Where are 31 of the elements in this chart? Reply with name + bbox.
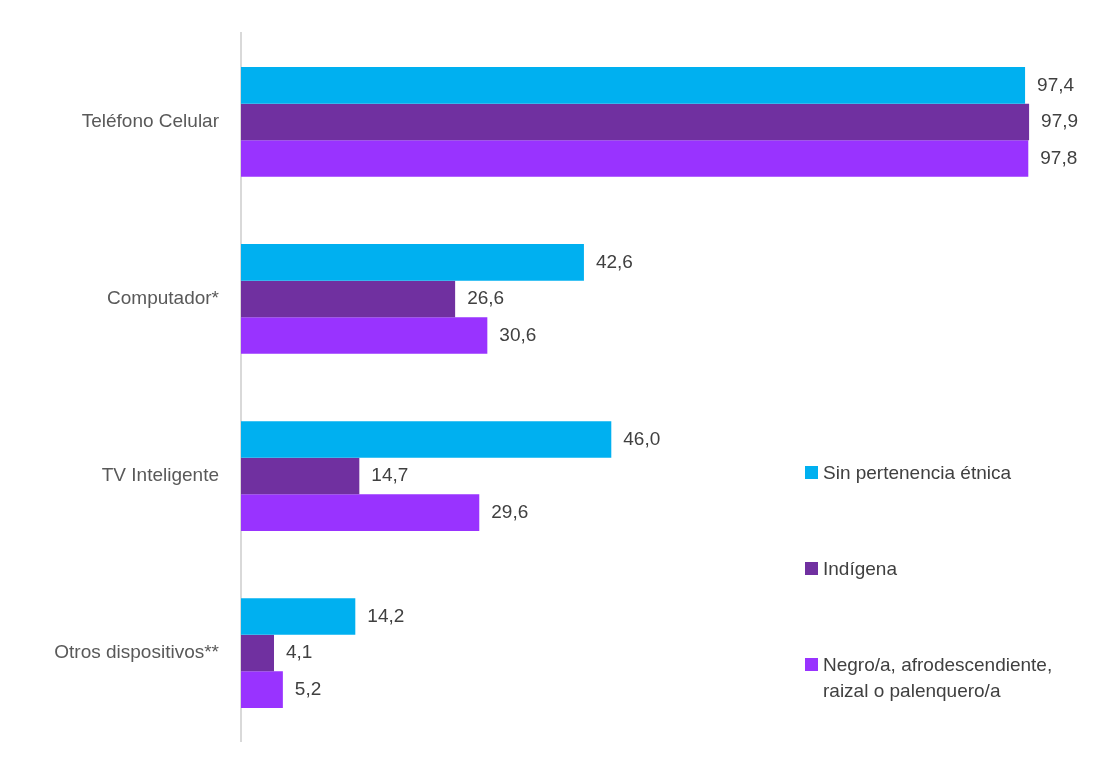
y-tick-label: Computador*	[107, 287, 220, 309]
bar	[241, 457, 360, 495]
data-label: 30,6	[499, 323, 537, 345]
y-tick-label: Teléfono Celular	[81, 110, 220, 132]
legend-label: Sin pertenencia étnica	[823, 461, 1012, 485]
bar	[241, 244, 584, 281]
bar	[241, 140, 1029, 177]
data-label: 5,2	[294, 677, 322, 699]
bar	[241, 103, 1030, 141]
bar	[241, 598, 356, 635]
data-label: 4,1	[286, 641, 313, 663]
bar	[241, 671, 283, 708]
bar	[241, 634, 275, 672]
data-label: 29,6	[491, 500, 529, 522]
legend-label: Negro/a, afrodescendiente, raizal o palenquero/a	[823, 653, 1054, 703]
data-label: 14,2	[367, 604, 405, 626]
y-tick-label: TV Inteligente	[101, 464, 219, 486]
legend-label: Indígena	[823, 557, 897, 581]
data-label: 14,7	[371, 464, 409, 486]
y-tick-label: Otros dispositivos**	[54, 641, 220, 663]
bar	[241, 494, 480, 531]
data-label: 46,0	[623, 427, 661, 449]
data-label: 97,8	[1040, 146, 1078, 168]
bar	[241, 280, 456, 318]
data-label: 97,9	[1041, 110, 1079, 132]
bar	[241, 67, 1026, 104]
bar	[241, 317, 488, 354]
bar	[241, 421, 612, 458]
data-label: 42,6	[595, 250, 633, 272]
data-label: 97,4	[1037, 73, 1075, 95]
data-label: 26,6	[467, 287, 505, 309]
